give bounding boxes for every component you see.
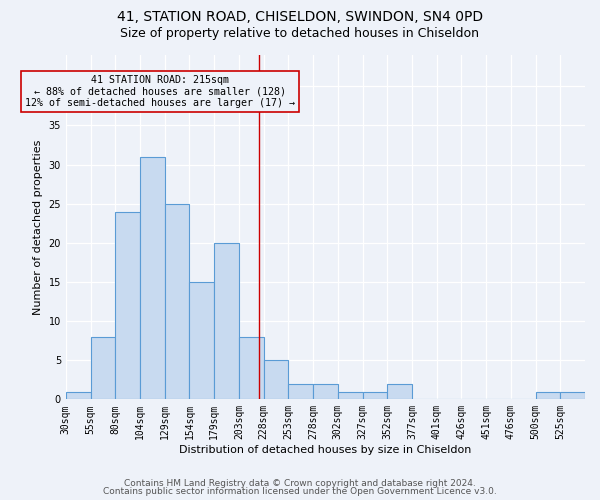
Bar [387, 384, 412, 400]
Bar [214, 243, 239, 400]
Text: Contains HM Land Registry data © Crown copyright and database right 2024.: Contains HM Land Registry data © Crown c… [124, 478, 476, 488]
Bar [263, 360, 289, 400]
Bar [239, 336, 263, 400]
Bar [560, 392, 585, 400]
Bar [362, 392, 387, 400]
Bar [91, 336, 115, 400]
Bar [190, 282, 214, 400]
Bar [536, 392, 560, 400]
Bar [115, 212, 140, 400]
Bar [289, 384, 313, 400]
Bar [338, 392, 362, 400]
Y-axis label: Number of detached properties: Number of detached properties [33, 140, 43, 315]
X-axis label: Distribution of detached houses by size in Chiseldon: Distribution of detached houses by size … [179, 445, 472, 455]
Text: 41 STATION ROAD: 215sqm
← 88% of detached houses are smaller (128)
12% of semi-d: 41 STATION ROAD: 215sqm ← 88% of detache… [25, 74, 295, 108]
Text: Contains public sector information licensed under the Open Government Licence v3: Contains public sector information licen… [103, 487, 497, 496]
Bar [140, 156, 165, 400]
Text: 41, STATION ROAD, CHISELDON, SWINDON, SN4 0PD: 41, STATION ROAD, CHISELDON, SWINDON, SN… [117, 10, 483, 24]
Bar [66, 392, 91, 400]
Text: Size of property relative to detached houses in Chiseldon: Size of property relative to detached ho… [121, 28, 479, 40]
Bar [313, 384, 338, 400]
Bar [165, 204, 190, 400]
